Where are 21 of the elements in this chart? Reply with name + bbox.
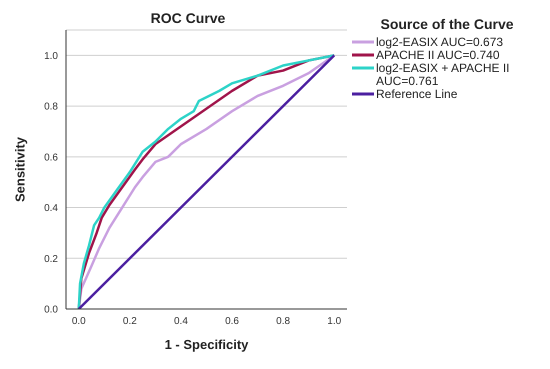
y-tick-label: 0.6 bbox=[44, 152, 58, 164]
line-series bbox=[78, 54, 336, 309]
x-axis-title: 1 - Specificity bbox=[164, 337, 250, 352]
x-tick-label: 0.2 bbox=[122, 316, 138, 328]
legend-label: Reference Line bbox=[376, 87, 458, 101]
x-tick-label: 0.0 bbox=[72, 316, 86, 328]
legend-title: Source of the Curve bbox=[379, 16, 515, 32]
chart-title: ROC Curve bbox=[150, 10, 226, 26]
y-axis-title: Sensitivity bbox=[12, 136, 28, 202]
x-tick-label: 0.6 bbox=[225, 316, 240, 328]
y-tick-label: 0.2 bbox=[44, 254, 58, 265]
y-tick-label: 0.0 bbox=[44, 304, 58, 316]
y-tick-label: 1.0 bbox=[44, 50, 58, 62]
y-tick-label: 0.4 bbox=[44, 203, 58, 214]
y-tick-label: 0.8 bbox=[44, 102, 58, 113]
x-tick-label: 0.8 bbox=[276, 316, 291, 328]
x-tick-label: 0.4 bbox=[174, 316, 188, 328]
legend-label: log2-EASIX AUC=0.673 bbox=[376, 35, 504, 49]
legend-label: APACHE II AUC=0.740 bbox=[376, 48, 500, 62]
legend-label: log2-EASIX + APACHE II AUC=0.761 bbox=[376, 61, 511, 88]
x-tick-label: 1.0 bbox=[327, 316, 342, 328]
